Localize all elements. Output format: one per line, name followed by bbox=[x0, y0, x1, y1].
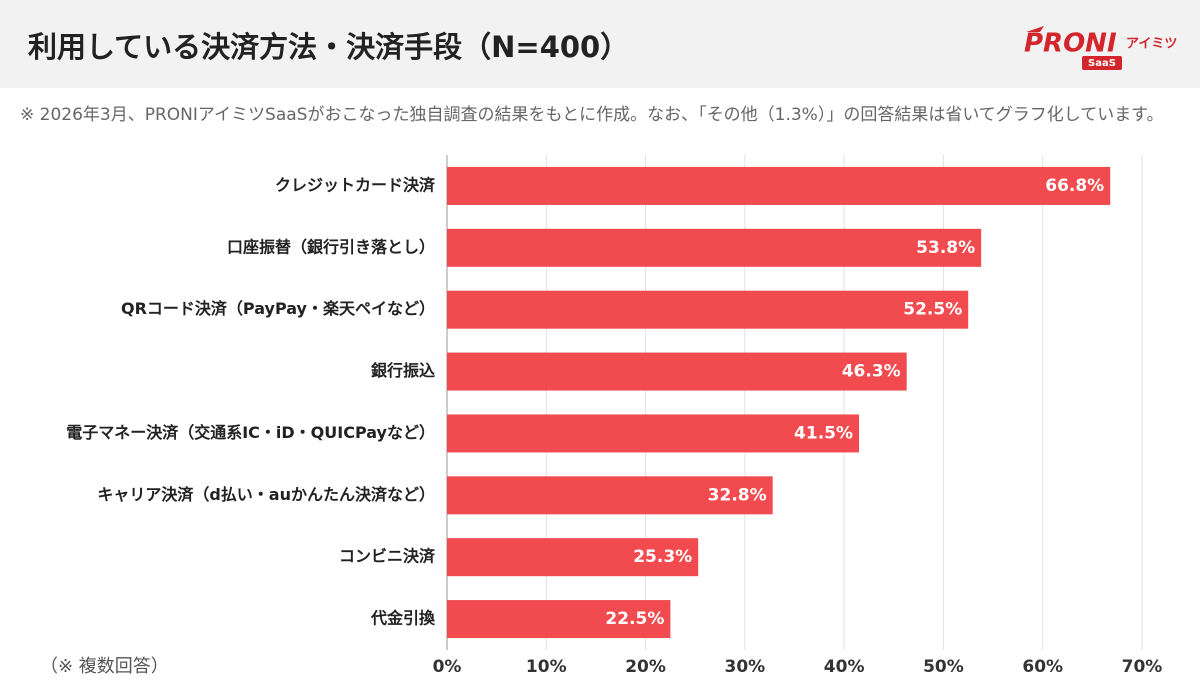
y-tick-label: 電子マネー決済（交通系IC・iD・QUICPayなど） bbox=[66, 423, 435, 442]
x-tick-label: 20% bbox=[625, 657, 666, 677]
value-label: 32.8% bbox=[708, 485, 767, 505]
bar bbox=[447, 290, 969, 329]
x-tick-label: 40% bbox=[824, 657, 865, 677]
value-label: 52.5% bbox=[903, 300, 962, 320]
bar bbox=[447, 414, 860, 453]
y-tick-label: クレジットカード決済 bbox=[275, 175, 436, 194]
chart-title: 利用している決済方法・決済手段（N=400） bbox=[28, 30, 630, 64]
value-label: 22.5% bbox=[605, 609, 664, 629]
footnote: （※ 複数回答） bbox=[40, 656, 169, 677]
y-tick-label: 銀行振込 bbox=[371, 361, 435, 380]
logo-icon bbox=[1026, 26, 1044, 32]
bar bbox=[447, 352, 907, 391]
logo-sub: アイミツ bbox=[1126, 37, 1177, 52]
value-label: 46.3% bbox=[842, 362, 901, 382]
bar bbox=[447, 228, 982, 267]
x-tick-label: 70% bbox=[1122, 657, 1163, 677]
y-tick-label: 口座振替（銀行引き落とし） bbox=[227, 237, 435, 256]
x-tick-label: 60% bbox=[1022, 657, 1063, 677]
value-label: 41.5% bbox=[794, 423, 853, 443]
note: ※ 2026年3月、PRONIアイミツSaaSがおこなった独自調査の結果をもとに… bbox=[20, 105, 1164, 125]
x-tick-label: 50% bbox=[923, 657, 964, 677]
x-tick-label: 10% bbox=[526, 657, 567, 677]
y-tick-label: 代金引換 bbox=[370, 609, 436, 628]
x-tick-label: 0% bbox=[433, 657, 462, 677]
logo-badge: SaaS bbox=[1088, 58, 1116, 69]
bar bbox=[447, 600, 671, 639]
value-label: 53.8% bbox=[916, 238, 975, 258]
y-tick-label: キャリア決済（d払い・auかんたん決済など） bbox=[97, 485, 435, 504]
logo: PRONI アイミツ SaaS bbox=[1024, 26, 1177, 70]
bar bbox=[447, 476, 773, 515]
logo-brand: PRONI bbox=[1024, 29, 1117, 59]
bar bbox=[447, 166, 1111, 205]
header: 利用している決済方法・決済手段（N=400） PRONI アイミツ SaaS bbox=[0, 0, 1200, 88]
value-label: 66.8% bbox=[1045, 176, 1104, 196]
y-tick-label: QRコード決済（PayPay・楽天ペイなど） bbox=[121, 299, 435, 318]
x-tick-label: 30% bbox=[725, 657, 766, 677]
bar bbox=[447, 538, 699, 577]
value-label: 25.3% bbox=[633, 547, 692, 567]
y-tick-label: コンビニ決済 bbox=[339, 547, 436, 566]
logo-badge-bg bbox=[1082, 56, 1122, 70]
